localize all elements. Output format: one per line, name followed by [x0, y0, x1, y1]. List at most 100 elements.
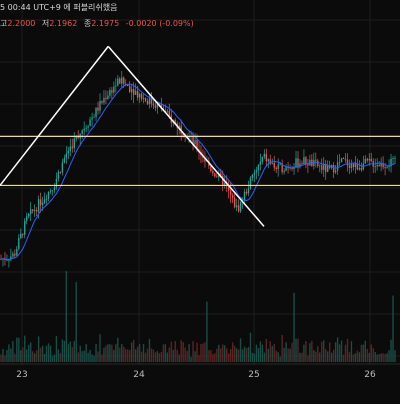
candle-body [227, 186, 230, 191]
candle-body [204, 157, 206, 162]
volume-bar [156, 351, 159, 362]
candle-body [216, 176, 218, 178]
volume-bar [111, 344, 113, 362]
volume-bar [303, 344, 305, 362]
candle-body [378, 164, 380, 167]
candle-body [85, 127, 87, 129]
volume-bar [382, 353, 384, 362]
volume-bar [208, 350, 210, 362]
candle-body [28, 213, 30, 217]
x-tick-label: 24 [133, 370, 145, 380]
volume-bar [127, 349, 129, 362]
candle-body [340, 158, 343, 163]
candle-body [220, 173, 222, 176]
candle-body [237, 205, 240, 212]
candle-body [269, 159, 271, 164]
volume-bar [323, 340, 325, 362]
candle-body [336, 162, 339, 171]
volume-bar [229, 348, 232, 362]
candle-body [75, 135, 77, 139]
volume-bar [45, 345, 48, 362]
moving-average-line [0, 83, 396, 260]
candle-body [130, 89, 133, 93]
candle-body [235, 205, 238, 208]
candle-body [49, 190, 52, 192]
volume-bar [196, 342, 198, 362]
volume-bar [24, 335, 26, 362]
volume-bar [89, 349, 91, 362]
candle-body [342, 158, 345, 159]
volume-bar [95, 343, 97, 362]
volume-bar [138, 344, 141, 362]
volume-bar [295, 338, 297, 362]
high-value: 2.2000 [7, 19, 36, 28]
candle-body [101, 101, 103, 103]
trendline-down[interactable] [107, 45, 265, 227]
candle-body [376, 164, 378, 167]
volume-bar [299, 352, 301, 362]
candle-body [259, 161, 262, 165]
candle-body [226, 182, 228, 187]
volume-bar [346, 338, 349, 362]
candle-body [87, 125, 89, 128]
volume-bar [325, 349, 327, 362]
candle-body [113, 86, 115, 93]
candle-body [10, 256, 12, 260]
candle-body [150, 98, 153, 104]
candle-body [386, 166, 388, 168]
candle-body [344, 158, 347, 160]
volume-bar [289, 348, 291, 362]
volume-bar [123, 346, 125, 362]
candle-body [91, 117, 93, 120]
candle-body [315, 159, 317, 161]
candle-body [281, 163, 283, 173]
trendline-up[interactable] [0, 45, 109, 186]
volume-bar [91, 354, 93, 362]
candle-body [63, 158, 66, 163]
candle-body [127, 84, 129, 87]
candle-body [115, 85, 117, 87]
volume-bar [267, 348, 269, 362]
candle-body [43, 199, 46, 203]
volume-bar [328, 342, 331, 362]
volume-bar [287, 348, 289, 362]
volume-bar [376, 354, 378, 362]
volume-bar [226, 348, 228, 362]
volume-bar [283, 347, 285, 362]
volume-bar [384, 353, 386, 362]
candle-body [326, 165, 329, 172]
candle-body [390, 158, 392, 167]
candle-body [323, 164, 325, 170]
volume-bar [239, 338, 242, 362]
candle-body [152, 103, 155, 106]
low-value: 2.1962 [49, 19, 78, 28]
volume-bar [113, 349, 115, 362]
candle-body [73, 138, 75, 149]
volume-bar [380, 353, 382, 362]
candle-body [332, 164, 335, 173]
candle-body [14, 253, 16, 256]
candle-body [99, 101, 101, 111]
candle-body [24, 220, 26, 235]
volume-bar [233, 345, 236, 362]
volume-bar [235, 348, 238, 362]
volume-bar [93, 355, 95, 362]
volume-bar [83, 350, 85, 362]
volume-bar [132, 339, 135, 362]
volume-bar [297, 338, 299, 362]
candle-body [231, 195, 234, 198]
low-label: 저 [41, 19, 50, 28]
candle-body [16, 248, 18, 256]
volume-bar [388, 350, 390, 362]
candle-body [271, 162, 273, 164]
volume-bar [386, 353, 388, 362]
candle-body [285, 166, 287, 171]
volume-bar [2, 348, 4, 362]
volume-bar [253, 353, 256, 362]
volume-bar [360, 344, 363, 362]
candle-body [146, 101, 149, 105]
volume-bar [342, 354, 345, 362]
volume-bar [216, 348, 218, 362]
